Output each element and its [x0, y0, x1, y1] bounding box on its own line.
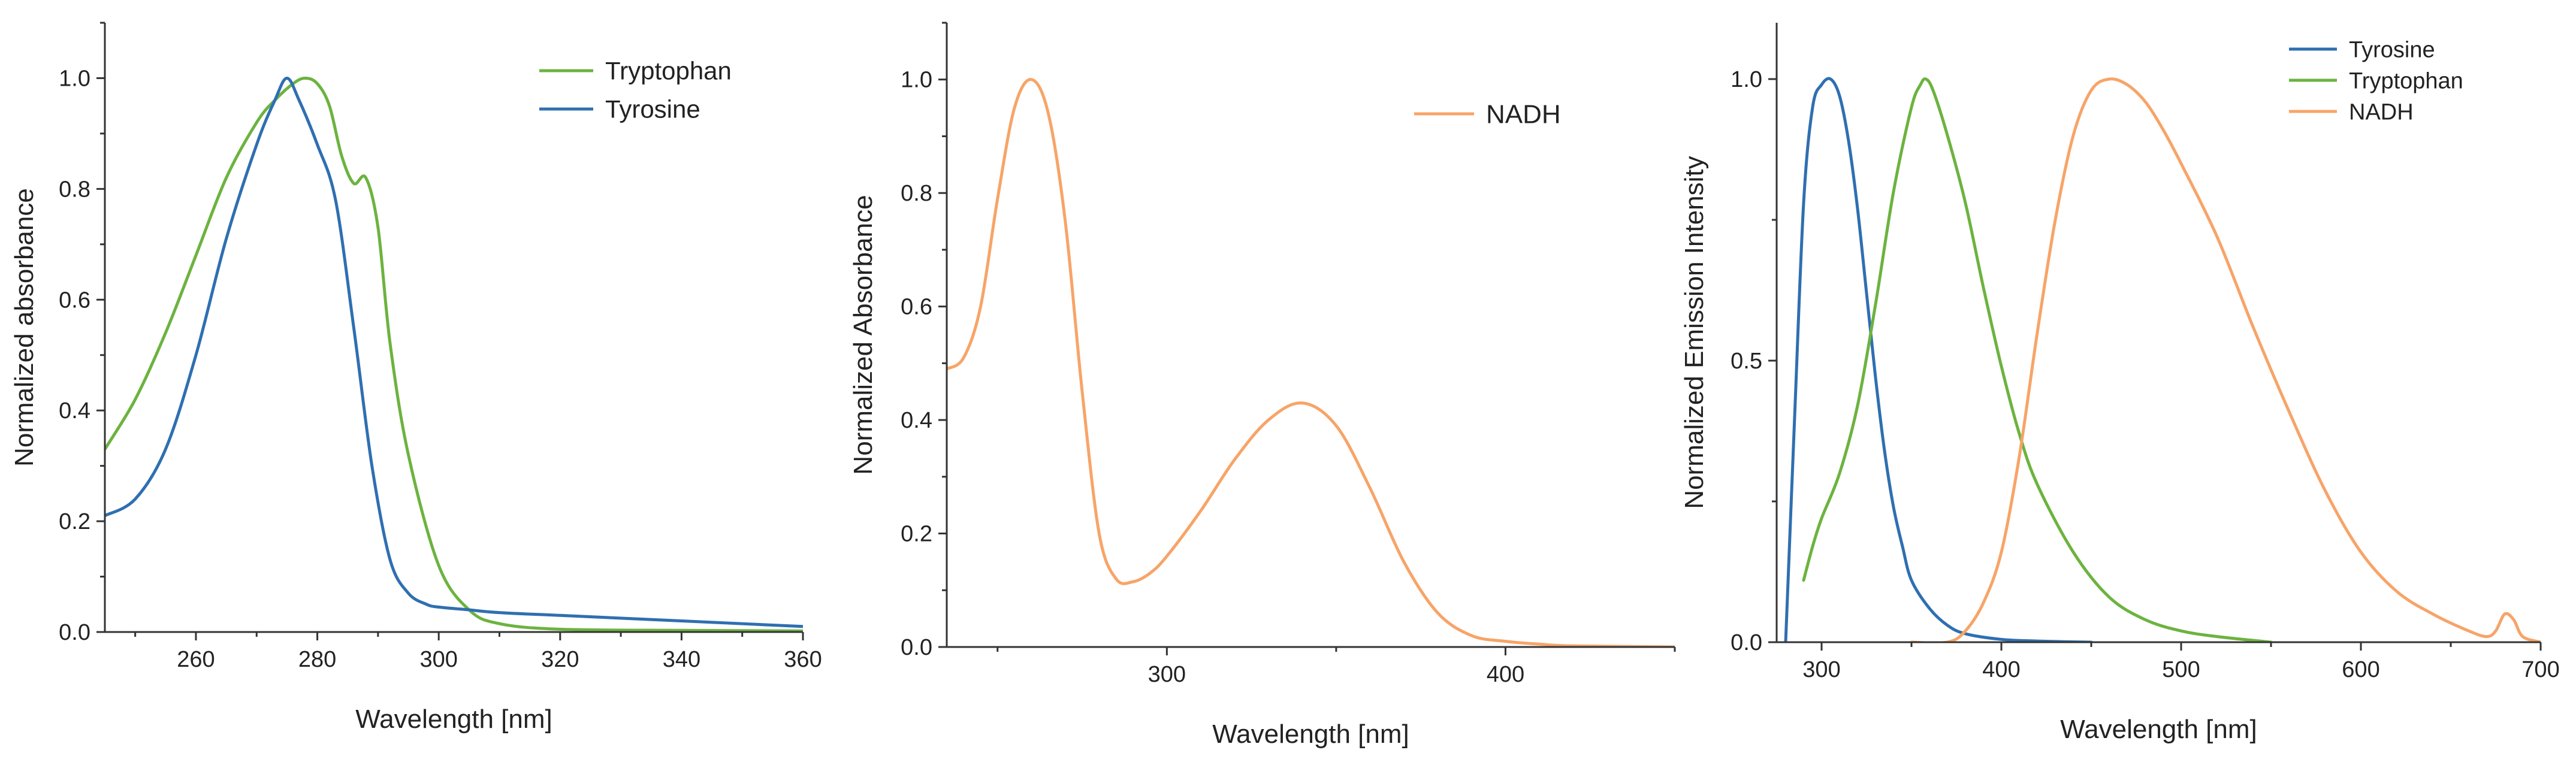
y-axis-title: Normalized absorbance	[10, 188, 39, 467]
x-axis-title: Wavelength [nm]	[2060, 715, 2257, 744]
y-tick-label: 0.0	[59, 620, 90, 645]
x-axis-title: Wavelength [nm]	[355, 704, 552, 734]
legend: Tyrosine Tryptophan NADH	[2289, 37, 2463, 125]
x-tick-label: 400	[1487, 662, 1524, 687]
x-tick-label: 360	[784, 647, 822, 672]
chart-panel-2: 300 400 0.0 0.2 0.4 0.6 0.8 1.0 Wavelength [nm] N…	[848, 22, 1676, 749]
y-axis-title: Normalized Emission Intensity	[1680, 156, 1709, 509]
x-tick-label: 260	[177, 647, 215, 672]
x-tick-label: 300	[1802, 657, 1840, 682]
x-tick-label: 600	[2342, 657, 2379, 682]
legend-label-tryptophan: Tryptophan	[605, 57, 732, 85]
x-tick-label: 280	[298, 647, 336, 672]
y-tick-label: 0.8	[59, 177, 90, 202]
y-tick-label: 1.0	[59, 66, 90, 91]
series-line-nadh	[947, 78, 1675, 647]
x-tick-label: 500	[2162, 657, 2200, 682]
y-axis-title: Normalized Absorbance	[848, 195, 878, 474]
y-tick-label: 0.4	[59, 398, 90, 424]
y-tick-label: 0.0	[1731, 630, 1762, 655]
x-tick-label: 300	[1148, 662, 1186, 687]
legend-label-tyrosine: Tyrosine	[605, 95, 700, 123]
y-tick-label: 0.4	[901, 408, 932, 433]
x-tick-label: 340	[663, 647, 700, 672]
legend-label-tryptophan: Tryptophan	[2349, 68, 2463, 93]
series-line-nadh	[1910, 77, 2541, 642]
y-tick-label: 0.0	[901, 635, 932, 660]
y-tick-label: 0.2	[59, 509, 90, 534]
x-axis-title: Wavelength [nm]	[1212, 719, 1409, 749]
y-tick-label: 0.8	[901, 181, 932, 206]
y-tick-label: 0.2	[901, 522, 932, 547]
x-tick-label: 320	[541, 647, 579, 672]
legend-label-tyrosine: Tyrosine	[2349, 37, 2435, 62]
series-line-tyrosine	[105, 77, 803, 628]
legend-label-nadh: NADH	[2349, 99, 2414, 125]
y-tick-label: 1.0	[1731, 67, 1762, 92]
chart-panel-3: 300 400 500 600 700 0.0 0.5 1.0 Wavelength [nm] N…	[1680, 23, 2560, 744]
legend: Tryptophan Tyrosine	[539, 57, 732, 123]
legend-label-nadh: NADH	[1486, 99, 1561, 129]
y-tick-label: 0.5	[1731, 349, 1762, 374]
x-tick-label: 700	[2521, 657, 2559, 682]
legend: NADH	[1414, 99, 1561, 129]
y-tick-label: 1.0	[901, 68, 932, 93]
x-tick-label: 400	[1982, 657, 2020, 682]
y-tick-label: 0.6	[901, 295, 932, 320]
x-tick-label: 300	[419, 647, 457, 672]
series-line-tryptophan	[1802, 77, 2273, 642]
series-line-tyrosine	[1784, 77, 2093, 642]
series-line-tryptophan	[105, 77, 803, 632]
y-tick-label: 0.6	[59, 288, 90, 313]
chart-panel-1: 260 280 300 320 340 360 0.0 0.2 0.4 0.6 0.8 1.0 Wave…	[10, 22, 822, 734]
